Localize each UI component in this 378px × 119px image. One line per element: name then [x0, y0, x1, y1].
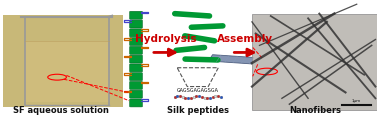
Text: GAGSGAGAGSGA: GAGSGAGAGSGA — [177, 88, 219, 93]
FancyBboxPatch shape — [252, 14, 377, 110]
Text: SF aqueous solution: SF aqueous solution — [13, 106, 109, 115]
FancyBboxPatch shape — [130, 29, 143, 37]
Text: Hydrolysis: Hydrolysis — [135, 34, 197, 44]
FancyBboxPatch shape — [130, 46, 143, 54]
FancyBboxPatch shape — [130, 90, 143, 98]
FancyBboxPatch shape — [130, 11, 143, 19]
FancyBboxPatch shape — [130, 38, 143, 46]
Text: Nanofibers: Nanofibers — [290, 106, 342, 115]
FancyBboxPatch shape — [25, 41, 108, 102]
FancyBboxPatch shape — [3, 15, 123, 107]
FancyBboxPatch shape — [130, 73, 143, 81]
FancyBboxPatch shape — [130, 55, 143, 63]
FancyBboxPatch shape — [130, 64, 143, 72]
Polygon shape — [208, 55, 262, 64]
FancyBboxPatch shape — [130, 20, 143, 28]
Text: Silk peptides: Silk peptides — [167, 106, 229, 115]
FancyBboxPatch shape — [130, 99, 143, 107]
FancyBboxPatch shape — [130, 82, 143, 89]
Text: Assembly: Assembly — [217, 34, 274, 44]
Text: 1μm: 1μm — [352, 99, 361, 103]
